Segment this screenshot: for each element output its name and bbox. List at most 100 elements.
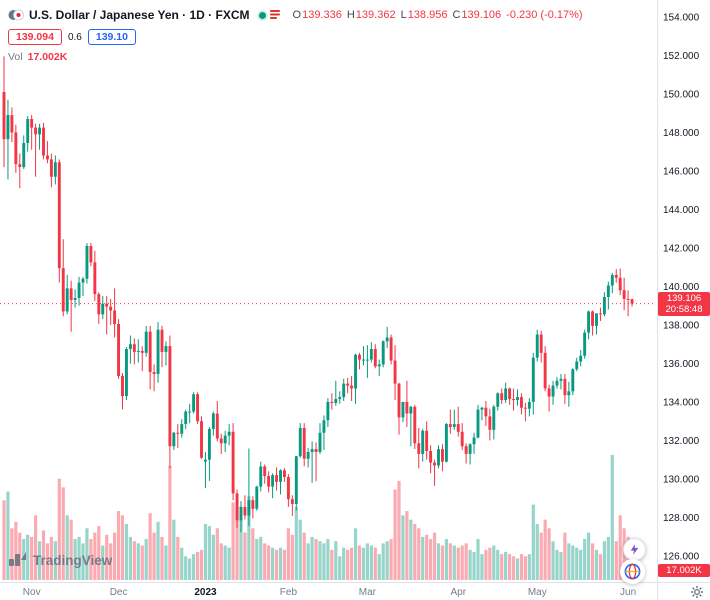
volume-bar bbox=[164, 545, 168, 580]
buy-button[interactable]: 139.10 bbox=[87, 29, 136, 45]
candle-body bbox=[30, 118, 34, 128]
volume-label: Vol bbox=[8, 51, 23, 63]
volume-bar bbox=[140, 545, 144, 580]
candle-body bbox=[381, 341, 385, 365]
time-axis-label[interactable]: Jun bbox=[620, 587, 636, 598]
volume-bar bbox=[484, 549, 488, 580]
volume-bar bbox=[500, 554, 504, 580]
volume-bar bbox=[37, 541, 42, 580]
candle-body bbox=[310, 449, 314, 452]
volume-bar bbox=[30, 536, 34, 580]
volume-bar bbox=[417, 528, 421, 580]
candle-body bbox=[81, 278, 85, 283]
volume-bar bbox=[519, 554, 524, 580]
time-axis-label[interactable]: 2023 bbox=[194, 587, 217, 598]
current-price-value: 139.106 bbox=[666, 293, 702, 304]
volume-bar bbox=[476, 539, 480, 580]
candle-body bbox=[358, 354, 361, 360]
candle-body bbox=[263, 466, 267, 477]
candle-body bbox=[298, 427, 302, 457]
candle-body bbox=[346, 383, 350, 386]
volume-bar bbox=[425, 534, 429, 580]
current-price-badge: 139.106 20:58:48 bbox=[658, 292, 710, 316]
volume-bar bbox=[207, 526, 211, 580]
volume-bar bbox=[409, 519, 413, 580]
volume-bar bbox=[101, 545, 105, 580]
volume-bar bbox=[180, 547, 184, 580]
candle-body bbox=[239, 506, 243, 521]
volume-bar bbox=[132, 541, 136, 580]
time-axis-label[interactable]: Feb bbox=[280, 587, 298, 598]
fxcm-exchange-icon bbox=[269, 6, 280, 24]
volume-bar bbox=[294, 506, 298, 580]
volume-bar bbox=[120, 515, 125, 580]
volume-bar bbox=[128, 536, 132, 580]
candle-body bbox=[555, 380, 559, 386]
volume-bar bbox=[571, 545, 575, 580]
bar-countdown: 20:58:48 bbox=[665, 304, 703, 315]
volume-bar bbox=[543, 519, 547, 580]
candle-body bbox=[342, 383, 346, 398]
volume-bar bbox=[278, 547, 283, 580]
volume-bar bbox=[397, 480, 401, 580]
volume-bar bbox=[105, 534, 109, 580]
volume-bar bbox=[199, 549, 204, 580]
volume-bar bbox=[393, 489, 397, 580]
price-axis-label: 126.000 bbox=[663, 551, 700, 562]
volume-bar bbox=[508, 554, 512, 580]
candle-body bbox=[567, 391, 571, 396]
volume-bar bbox=[255, 539, 259, 580]
volume-value-badge: 17.002K bbox=[658, 564, 710, 577]
candle-body bbox=[73, 297, 77, 300]
candle-body bbox=[101, 303, 105, 315]
candle-body bbox=[421, 430, 425, 454]
candle-body bbox=[614, 274, 618, 278]
volume-bar bbox=[338, 556, 342, 580]
volume-bar bbox=[551, 541, 555, 580]
time-axis-label[interactable]: Apr bbox=[451, 587, 467, 598]
volume-bar bbox=[298, 519, 302, 580]
candle-body bbox=[140, 350, 144, 353]
quick-trade-lightning-button[interactable] bbox=[623, 538, 646, 561]
candle-body bbox=[460, 431, 464, 447]
volume-bar bbox=[85, 528, 89, 580]
globe-button[interactable] bbox=[620, 559, 645, 584]
volume-bar bbox=[587, 532, 591, 580]
candle-body bbox=[275, 475, 278, 482]
candle-body bbox=[362, 359, 365, 361]
candle-body bbox=[219, 438, 223, 444]
candle-body bbox=[156, 329, 160, 375]
candle-body bbox=[595, 313, 598, 326]
axis-settings-gear-button[interactable] bbox=[690, 585, 704, 599]
volume-bar bbox=[69, 519, 73, 580]
volume-bar bbox=[109, 543, 113, 580]
time-axis-label[interactable]: Nov bbox=[23, 587, 41, 598]
volume-bar bbox=[259, 536, 263, 580]
candle-body bbox=[286, 477, 290, 500]
candle-body bbox=[523, 407, 527, 409]
candle-body bbox=[504, 388, 508, 401]
candle-body bbox=[539, 334, 543, 353]
volume-bar bbox=[594, 549, 599, 580]
tradingview-attribution[interactable]: TradingView bbox=[8, 549, 112, 571]
volume-bar bbox=[65, 515, 69, 580]
volume-bar bbox=[322, 543, 326, 580]
candle-body bbox=[184, 411, 188, 425]
time-axis-label[interactable]: Dec bbox=[110, 587, 128, 598]
price-axis-label: 136.000 bbox=[663, 359, 700, 370]
candle-body bbox=[290, 499, 294, 504]
candle-body bbox=[417, 443, 421, 454]
candle-body bbox=[571, 369, 575, 392]
candlestick-series bbox=[2, 56, 634, 533]
sell-button[interactable]: 139.094 bbox=[8, 29, 62, 45]
candle-body bbox=[97, 294, 101, 315]
time-axis-label[interactable]: May bbox=[528, 587, 547, 598]
volume-bar bbox=[326, 539, 330, 580]
volume-bar bbox=[243, 532, 247, 580]
candle-body bbox=[488, 416, 492, 430]
time-axis-label[interactable]: Mar bbox=[359, 587, 377, 598]
candle-body bbox=[200, 421, 203, 458]
symbol-title[interactable]: U.S. Dollar / Japanese Yen · 1D · FXCM bbox=[29, 8, 250, 22]
